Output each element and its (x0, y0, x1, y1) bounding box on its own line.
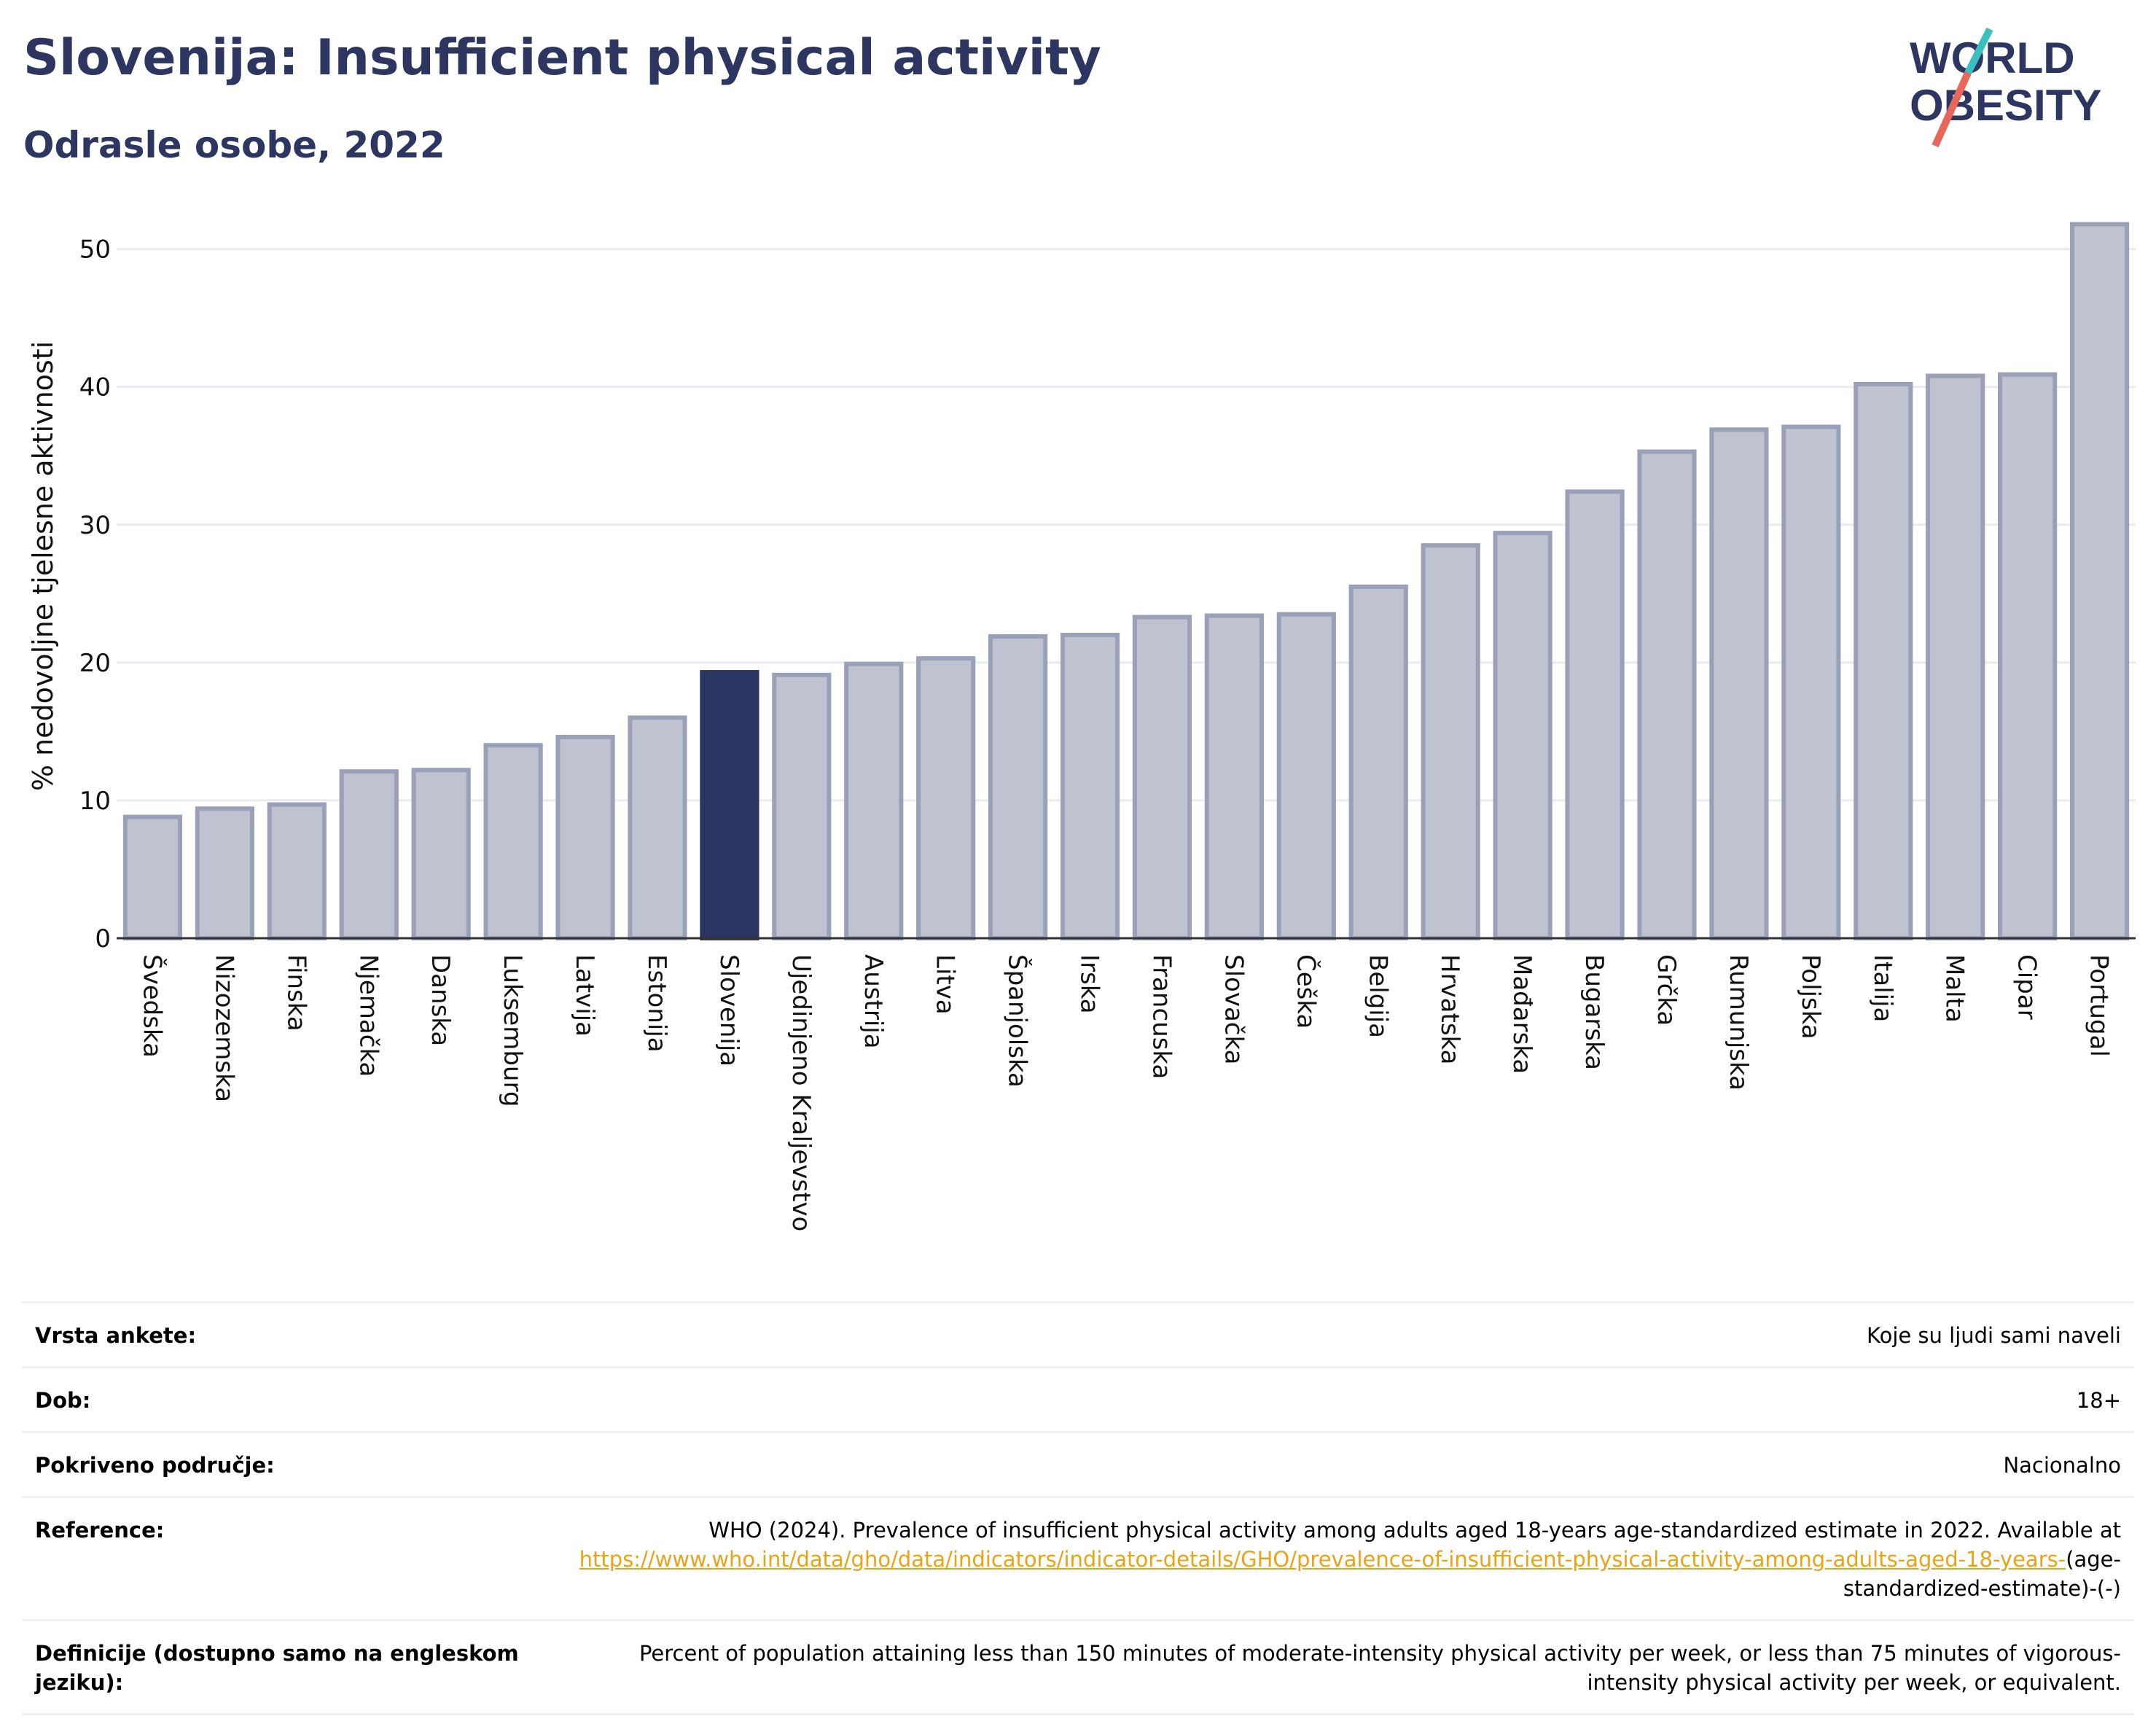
x-tick-label: Estonija (642, 954, 671, 1053)
x-tick-label: Portugal (2085, 954, 2114, 1057)
y-tick-label: 0 (95, 924, 111, 954)
world-obesity-logo: WORLD OBESITY (1910, 27, 2101, 148)
x-axis-labels: Švedska Nizozemska Finska Njemačka Danska Luk… (137, 954, 2113, 1231)
x-tick-label: Hrvatska (1435, 954, 1464, 1064)
logo-line1: WORLD (1910, 34, 2075, 82)
bar-Finska (267, 802, 327, 940)
y-tick-label: 40 (79, 373, 111, 402)
x-tick-label: Nizozemska (209, 954, 238, 1102)
bar-Španjolska (988, 633, 1048, 941)
x-tick-label: Bugarska (1579, 954, 1609, 1070)
metadata-table: Vrsta ankete: Koje su ljudi sami naveli … (22, 1301, 2134, 1715)
bar-Njemačka (339, 769, 399, 940)
meta-row-age: Dob: 18+ (22, 1366, 2134, 1431)
meta-value: 18+ (2076, 1388, 2121, 1413)
x-tick-label: Cipar (2012, 954, 2042, 1020)
bar-Cipar (1998, 372, 2058, 940)
x-tick-label: Grčka (1652, 954, 1681, 1026)
logo-slash-bottom (1932, 71, 1972, 148)
bar-Belgija (1348, 584, 1408, 940)
meta-row-survey: Vrsta ankete: Koje su ljudi sami naveli (22, 1301, 2134, 1366)
bar-Italija (1854, 381, 1913, 940)
x-tick-label: Poljska (1796, 954, 1825, 1040)
bar-Latvija (555, 734, 615, 940)
bar-Slovačka (1204, 613, 1264, 940)
x-tick-label: Rumunjska (1724, 954, 1753, 1091)
bar-Luksemburg (483, 743, 543, 941)
meta-key: Dob: (35, 1388, 91, 1413)
y-axis-ticks: 0 10 20 30 40 50 (79, 235, 111, 954)
y-tick-label: 10 (79, 787, 111, 816)
meta-key: Pokriveno područje: (35, 1453, 275, 1478)
reference-suffix: (age-standardized-estimate)-(-) (1843, 1547, 2121, 1601)
bar-Slovenija (700, 670, 759, 940)
bar-Grčka (1637, 449, 1697, 940)
x-tick-label: Ujedinjeno Kraljevstvo (786, 954, 816, 1231)
x-tick-label: Belgija (1363, 954, 1392, 1038)
y-axis-label: % nedovoljne tjelesne aktivnosti (27, 341, 59, 791)
x-tick-label: Slovenija (714, 954, 743, 1067)
meta-row-definition: Definicije (dostupno samo na engleskom j… (22, 1619, 2134, 1715)
x-tick-label: Finska (281, 954, 310, 1032)
x-tick-label: Italija (1868, 954, 1897, 1022)
x-tick-label: Francuska (1147, 954, 1176, 1079)
x-tick-label: Luksemburg (498, 954, 527, 1107)
bar-Hrvatska (1421, 543, 1480, 940)
meta-value: Koje su ljudi sami naveli (1867, 1323, 2121, 1348)
x-tick-label: Mađarska (1507, 954, 1536, 1074)
x-tick-label: Španjolska (1003, 954, 1033, 1088)
x-tick-label: Slovačka (1219, 954, 1248, 1064)
bar-Ujedinjeno Kraljevstvo (772, 672, 832, 940)
x-tick-label: Malta (1940, 954, 1969, 1023)
bar-chart: 0 10 20 30 40 50 Švedska Nizozemska Finska Njema… (27, 222, 2136, 1231)
bar-Nizozemska (195, 806, 254, 941)
x-tick-label: Njemačka (354, 954, 383, 1077)
y-tick-label: 30 (79, 511, 111, 540)
x-tick-label: Litva (931, 954, 960, 1015)
x-tick-label: Švedska (137, 954, 167, 1058)
bar-Rumunjska (1709, 427, 1769, 940)
meta-value: Nacionalno (2003, 1453, 2121, 1478)
logo-slash-top (1964, 27, 1993, 75)
bar-Mađarska (1493, 531, 1552, 940)
meta-key: Reference: (35, 1518, 165, 1543)
x-tick-label: Češka (1291, 954, 1321, 1029)
bar-Češka (1276, 612, 1336, 940)
bar-Austrija (844, 661, 904, 941)
logo-line2: OBESITY (1910, 81, 2101, 130)
bar-Portugal (2069, 222, 2130, 940)
y-tick-label: 50 (79, 235, 111, 265)
meta-row-coverage: Pokriveno područje: Nacionalno (22, 1431, 2134, 1496)
meta-value: Percent of population attaining less tha… (638, 1641, 2121, 1695)
page-subtitle: Odrasle osobe, 2022 (23, 124, 445, 166)
reference-link[interactable]: https://www.who.int/data/gho/data/indica… (579, 1547, 2066, 1572)
x-tick-label: Latvija (570, 954, 599, 1037)
bar-Švedska (122, 814, 183, 941)
meta-value: WHO (2024). Prevalence of insufficient p… (560, 1516, 2121, 1603)
bar-Irska (1060, 633, 1120, 940)
meta-key: Vrsta ankete: (35, 1323, 197, 1348)
bars (122, 222, 2130, 941)
y-tick-label: 20 (79, 649, 111, 678)
bar-Poljska (1781, 424, 1841, 940)
meta-row-reference: Reference: WHO (2024). Prevalence of ins… (22, 1496, 2134, 1619)
page-title: Slovenija: Insufficient physical activit… (23, 29, 1101, 87)
bar-Litva (916, 656, 976, 940)
bar-Danska (411, 768, 471, 940)
x-tick-label: Austrija (859, 954, 888, 1049)
meta-key: Definicije (dostupno samo na engleskom j… (35, 1641, 519, 1695)
bar-Bugarska (1565, 489, 1625, 940)
bar-Malta (1926, 373, 1985, 940)
bar-Estonija (628, 715, 687, 941)
reference-text: WHO (2024). Prevalence of insufficient p… (708, 1518, 2121, 1543)
x-tick-label: Irska (1075, 954, 1104, 1014)
x-tick-label: Danska (426, 954, 455, 1046)
bar-Francuska (1132, 615, 1192, 940)
